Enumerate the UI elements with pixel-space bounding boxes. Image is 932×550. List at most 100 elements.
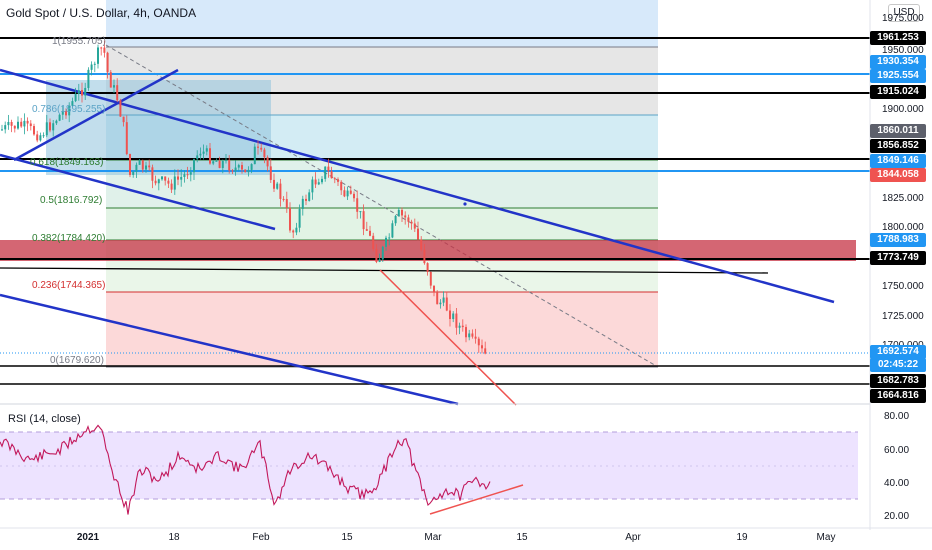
candle-body	[199, 153, 202, 156]
candle-body	[324, 166, 327, 179]
candle-body	[378, 259, 381, 262]
price-tag[interactable]: 1682.783	[870, 374, 926, 388]
candle-body	[285, 199, 288, 208]
candle-body	[100, 47, 103, 49]
candle-body	[471, 333, 474, 337]
price-tag[interactable]: 1692.574	[870, 345, 926, 359]
candle-body	[276, 183, 279, 189]
price-tag[interactable]: 1915.024	[870, 85, 926, 99]
candle-body	[212, 161, 215, 164]
candle-body	[215, 160, 218, 162]
trendlines[interactable]	[0, 68, 835, 406]
currency-button[interactable]: USD	[888, 4, 920, 22]
candle-body	[442, 297, 445, 303]
candle-body	[164, 176, 167, 181]
price-tick: 1900.000	[882, 104, 924, 115]
candle-body	[253, 146, 256, 165]
candle-body	[113, 85, 115, 88]
candle-body	[161, 176, 163, 180]
candle-body	[52, 123, 55, 131]
horizontal-levels[interactable]	[0, 37, 870, 385]
anchor-dot[interactable]	[463, 202, 467, 206]
candle-body	[13, 125, 16, 129]
symbol-title[interactable]: Gold Spot / U.S. Dollar, 4h, OANDA	[6, 6, 197, 20]
fib-label: 1(1955.705)	[52, 36, 106, 47]
candle-body	[7, 121, 10, 126]
candle-body	[180, 176, 183, 180]
candle-body	[68, 105, 71, 116]
candle-body	[481, 345, 483, 349]
price-tag[interactable]: 1925.554	[870, 69, 926, 83]
candle-body	[106, 52, 109, 73]
candle-body	[298, 208, 301, 228]
candle-body	[55, 120, 58, 124]
candle-body	[413, 223, 416, 229]
rsi-line[interactable]	[0, 424, 491, 515]
rsi-title[interactable]: RSI (14, close)	[8, 413, 81, 425]
price-tag[interactable]: 1860.011	[870, 124, 926, 138]
candle-body	[209, 148, 211, 164]
candle-body	[36, 134, 39, 141]
candle-body	[205, 148, 208, 152]
candle-body	[426, 263, 429, 272]
price-tag[interactable]: 1856.852	[870, 139, 926, 153]
candle-body	[445, 297, 448, 311]
price-tag[interactable]: 1664.816	[870, 389, 926, 403]
candle-body	[266, 157, 269, 167]
candle-body	[173, 176, 176, 190]
candle-body	[365, 229, 368, 231]
candle-body	[458, 325, 461, 328]
candle-body	[90, 64, 93, 70]
red-resistance-zone[interactable]	[0, 240, 856, 261]
candle-body	[468, 333, 471, 338]
candle-body	[116, 85, 119, 101]
price-tag[interactable]: 1773.749	[870, 251, 926, 265]
fib-zone-red	[106, 292, 658, 367]
candle-body	[65, 110, 67, 116]
countdown-tag[interactable]: 02:45:22	[870, 358, 926, 372]
time-label: 15	[516, 532, 528, 543]
candle-body	[234, 167, 237, 172]
candle-body	[391, 223, 394, 238]
candle-body	[218, 160, 221, 168]
candle-body	[93, 63, 96, 65]
candle-body	[141, 160, 144, 170]
candle-body	[132, 171, 135, 175]
candle-body	[420, 239, 423, 250]
candle-body	[29, 123, 32, 127]
candle-body	[369, 230, 371, 236]
fib-diagonal	[105, 44, 659, 368]
rsi-red-trendline[interactable]	[429, 484, 524, 515]
time-label: 19	[736, 532, 748, 543]
candle-body	[87, 69, 90, 88]
candle-body	[244, 169, 247, 173]
candle-body	[314, 179, 317, 185]
price-tag[interactable]: 1961.253	[870, 31, 926, 45]
price-tag[interactable]: 1788.983	[870, 233, 926, 247]
candle-body	[189, 172, 192, 175]
time-label: Mar	[424, 532, 442, 543]
candle-body	[119, 100, 122, 117]
candle-body	[237, 165, 240, 168]
candle-body	[186, 174, 189, 176]
candle-body	[455, 313, 458, 328]
candlestick-series[interactable]	[1, 40, 487, 355]
price-tag[interactable]: 1844.058	[870, 168, 926, 182]
price-red-trendline[interactable]	[379, 269, 517, 406]
candle-body	[292, 230, 295, 233]
candle-body	[23, 120, 26, 127]
time-label: 15	[341, 532, 353, 543]
candle-body	[484, 348, 487, 354]
candle-body	[282, 198, 285, 200]
price-tag[interactable]: 1930.354	[870, 55, 926, 69]
candle-body	[381, 246, 384, 260]
candle-body	[39, 135, 42, 141]
price-tag[interactable]: 1849.146	[870, 154, 926, 168]
candle-body	[439, 302, 442, 305]
candle-body	[97, 47, 99, 64]
candle-body	[394, 216, 397, 224]
candle-body	[327, 166, 330, 172]
candle-body	[228, 159, 231, 171]
candle-body	[129, 154, 131, 175]
